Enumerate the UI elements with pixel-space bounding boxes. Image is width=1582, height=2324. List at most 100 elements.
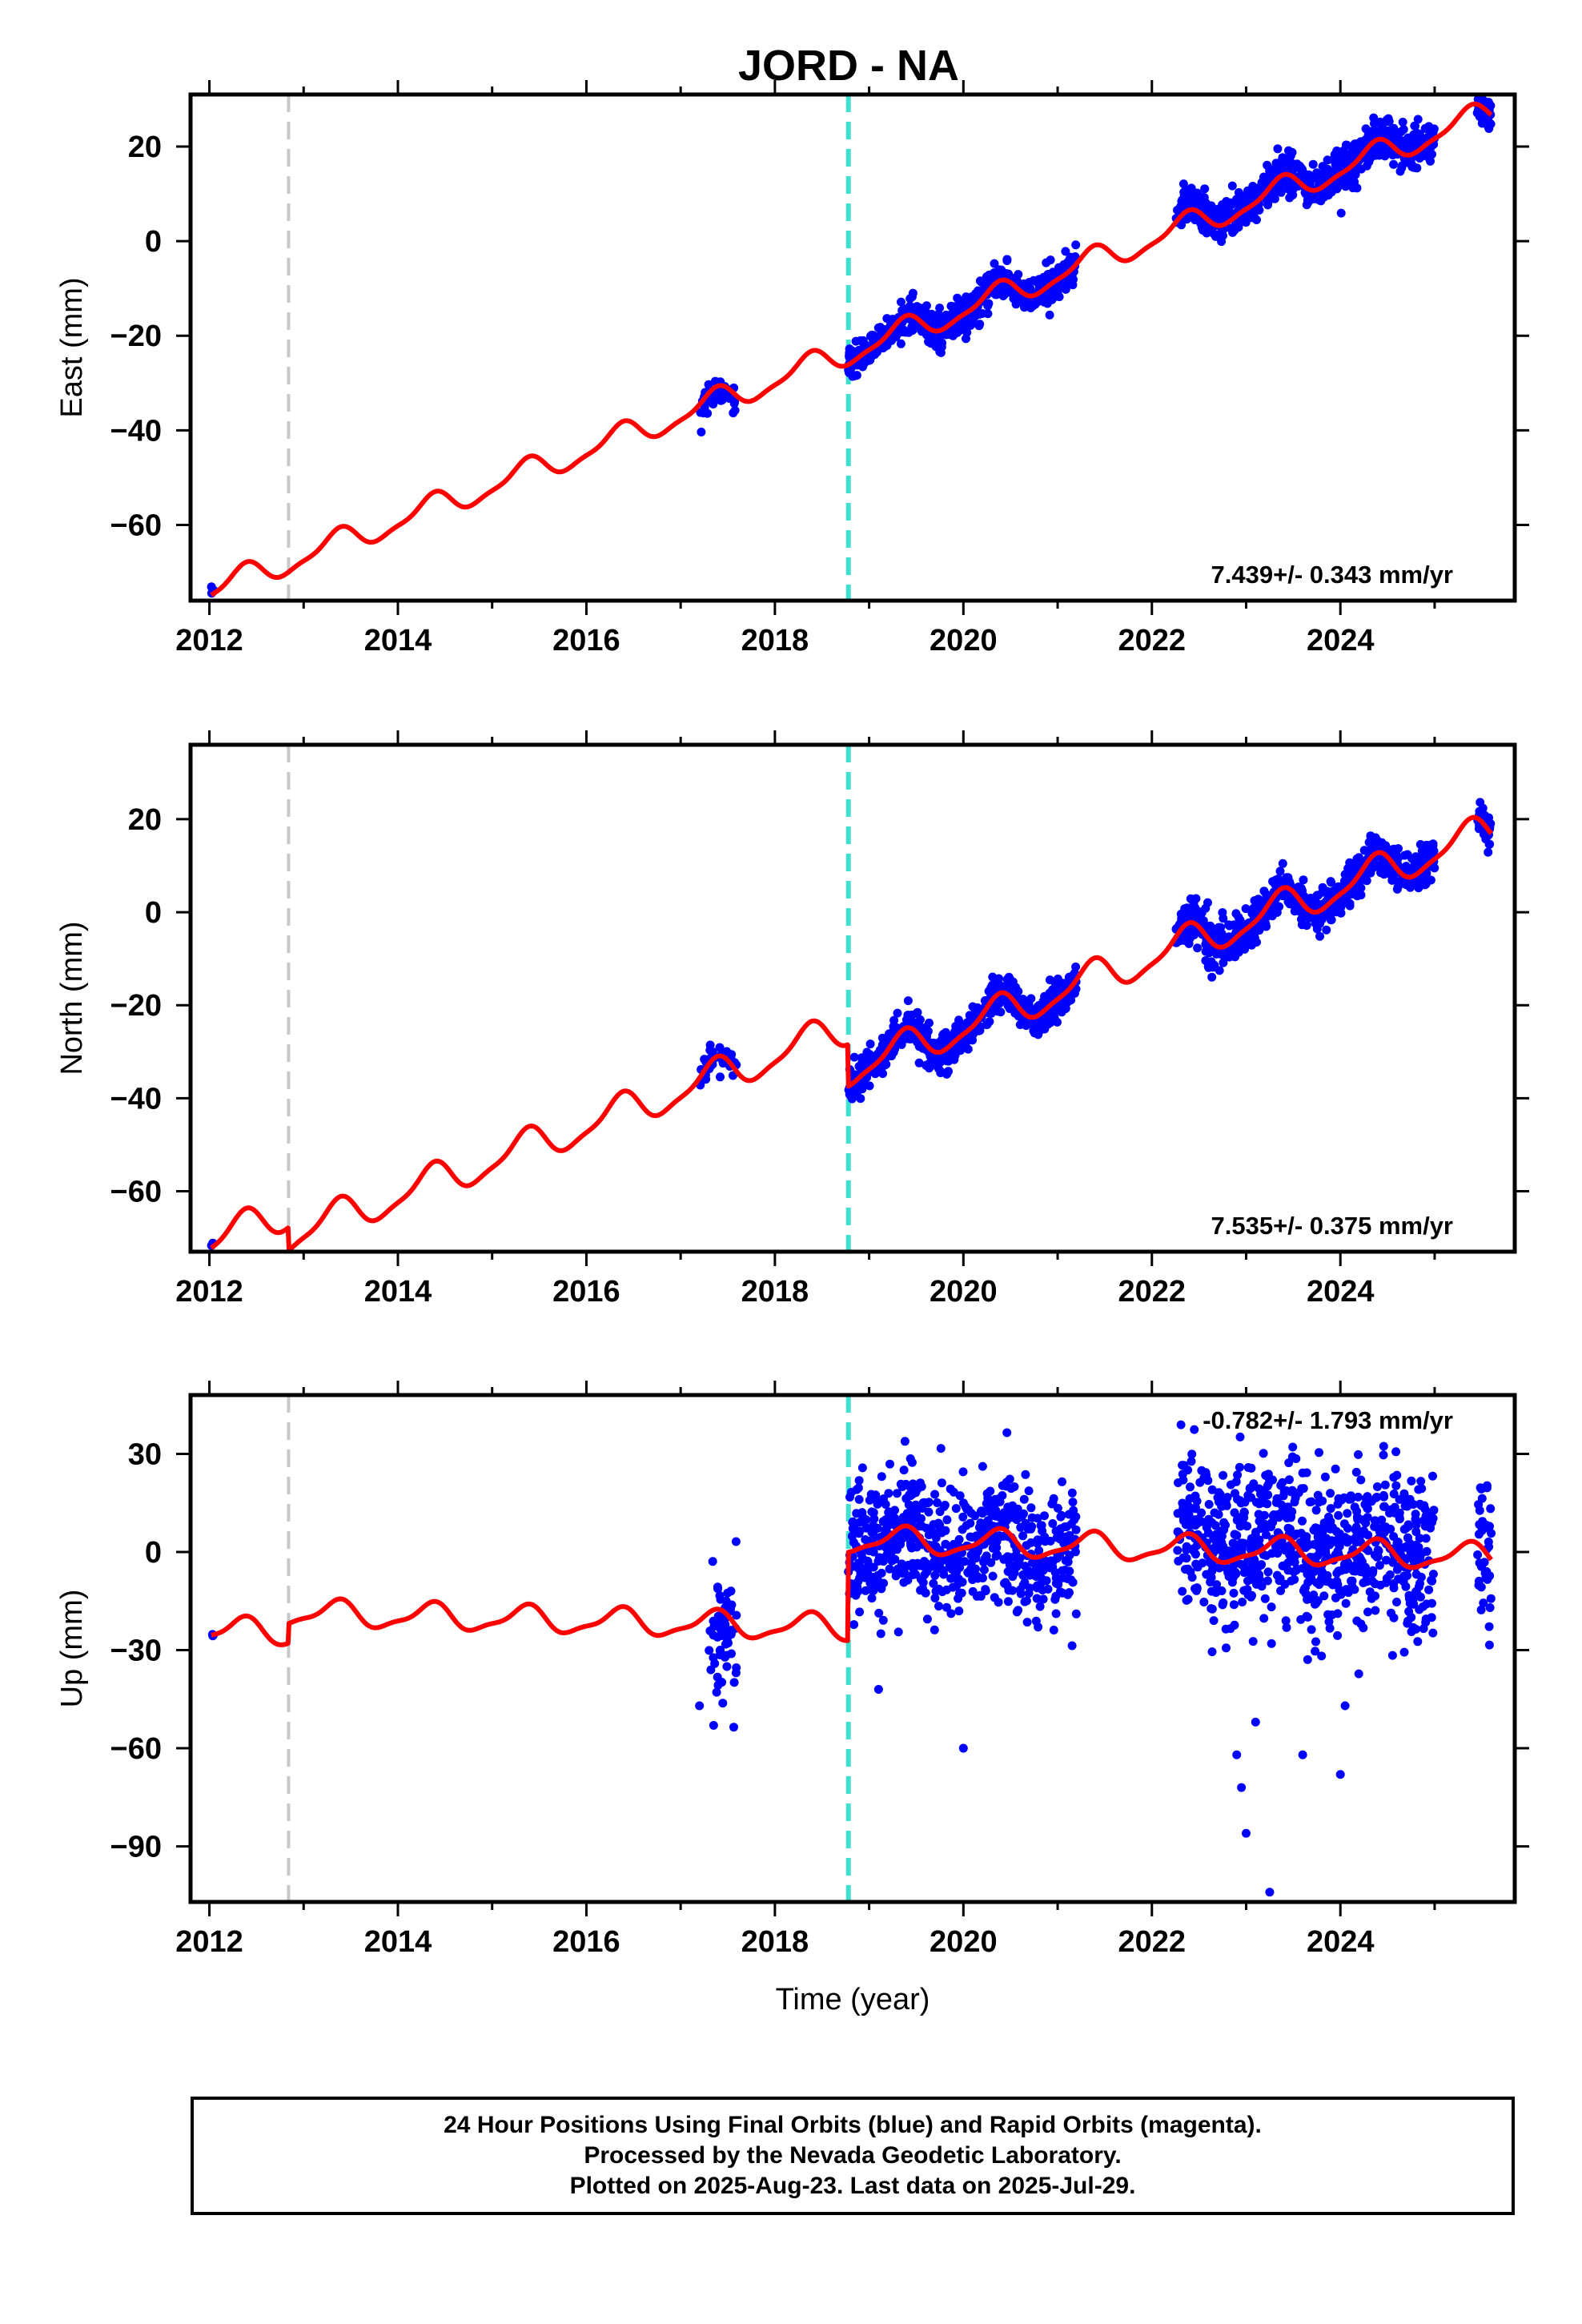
data-point <box>1243 1463 1253 1472</box>
data-point <box>954 1594 963 1603</box>
data-point <box>1179 187 1189 197</box>
data-point <box>914 1522 924 1531</box>
data-point <box>979 1565 989 1574</box>
data-point <box>994 1598 1003 1607</box>
data-point <box>1323 909 1332 919</box>
data-point <box>723 1629 733 1638</box>
data-point <box>1215 1563 1224 1573</box>
data-point <box>1351 1467 1361 1477</box>
data-point <box>966 1550 976 1560</box>
data-point <box>1211 231 1220 241</box>
data-point <box>867 1507 877 1517</box>
data-point <box>1278 177 1287 187</box>
data-point <box>1382 1555 1391 1565</box>
data-point <box>1411 1586 1421 1596</box>
data-point <box>983 1516 993 1526</box>
data-point <box>1267 1602 1276 1612</box>
x-tick-label: 2012 <box>175 1925 243 1959</box>
data-point <box>940 1501 950 1510</box>
data-point <box>1207 972 1217 982</box>
data-point <box>1407 1476 1416 1486</box>
data-point <box>1399 879 1409 888</box>
data-point <box>1015 1554 1025 1563</box>
data-point <box>937 1478 946 1488</box>
data-point <box>1026 994 1036 1003</box>
data-point <box>1071 962 1081 971</box>
data-point <box>1363 1607 1372 1617</box>
data-point <box>1312 1578 1322 1587</box>
data-point <box>1221 1520 1230 1530</box>
data-point <box>1395 1513 1404 1522</box>
data-point <box>1045 310 1054 320</box>
data-point <box>1486 1504 1496 1514</box>
data-point <box>1186 894 1195 903</box>
data-point <box>1248 1637 1258 1647</box>
data-point <box>1360 1529 1370 1538</box>
data-point <box>986 1486 995 1496</box>
data-point <box>936 1526 946 1536</box>
data-point <box>1071 1609 1081 1618</box>
data-point <box>913 1019 923 1029</box>
data-point <box>877 1040 887 1050</box>
data-point <box>1347 1576 1356 1586</box>
data-point <box>893 328 902 338</box>
data-point <box>1387 1608 1395 1618</box>
data-point <box>1186 183 1196 193</box>
data-point <box>1407 1613 1416 1622</box>
data-point <box>1410 121 1419 131</box>
data-point <box>942 1602 951 1612</box>
data-point <box>1339 1519 1349 1529</box>
data-point <box>1215 966 1224 975</box>
data-point <box>905 1482 915 1492</box>
data-point <box>1210 1508 1219 1518</box>
data-point <box>1388 870 1398 880</box>
data-point <box>949 1558 958 1568</box>
data-point <box>1403 1533 1412 1542</box>
data-point <box>1246 1541 1255 1550</box>
data-point <box>1038 1566 1048 1575</box>
data-point <box>873 1557 883 1566</box>
data-point <box>1419 1501 1429 1510</box>
data-point <box>942 1056 951 1066</box>
data-point <box>861 1573 869 1582</box>
data-point <box>1428 1471 1437 1481</box>
data-point <box>907 323 917 332</box>
data-point <box>1283 873 1293 883</box>
data-point <box>729 1723 738 1732</box>
data-point <box>1278 858 1287 868</box>
data-point <box>938 1587 947 1597</box>
data-point <box>1226 1566 1235 1576</box>
data-point <box>1356 1619 1366 1629</box>
data-point <box>1391 1481 1401 1490</box>
data-point <box>1251 1527 1261 1537</box>
y-tick-label: −90 <box>110 1831 162 1864</box>
data-point <box>960 320 970 329</box>
data-point <box>1409 135 1419 144</box>
data-point <box>1474 1576 1484 1586</box>
footer-line-2: Processed by the Nevada Geodetic Laborat… <box>584 2142 1122 2169</box>
data-point <box>899 1466 909 1475</box>
data-point <box>1251 187 1261 197</box>
data-point <box>1326 877 1335 887</box>
data-point <box>1263 1470 1273 1479</box>
data-point <box>1290 1574 1299 1584</box>
data-point <box>896 1479 905 1489</box>
data-point <box>1228 227 1238 237</box>
data-point <box>1053 1017 1062 1027</box>
data-point <box>1239 1507 1249 1517</box>
data-point <box>877 1568 886 1578</box>
data-point <box>1195 1478 1205 1487</box>
data-point <box>1217 232 1227 242</box>
data-point <box>1049 1626 1058 1634</box>
data-point <box>935 347 945 356</box>
data-point <box>1179 1461 1189 1470</box>
data-point <box>881 1500 890 1509</box>
data-point <box>1243 1522 1252 1531</box>
data-point <box>1413 1637 1423 1647</box>
data-point <box>1009 981 1018 991</box>
data-point <box>1040 1511 1049 1521</box>
data-point <box>1484 847 1493 857</box>
data-point <box>1359 846 1369 855</box>
y-tick-label: −40 <box>110 414 162 448</box>
data-point <box>1187 1449 1197 1459</box>
